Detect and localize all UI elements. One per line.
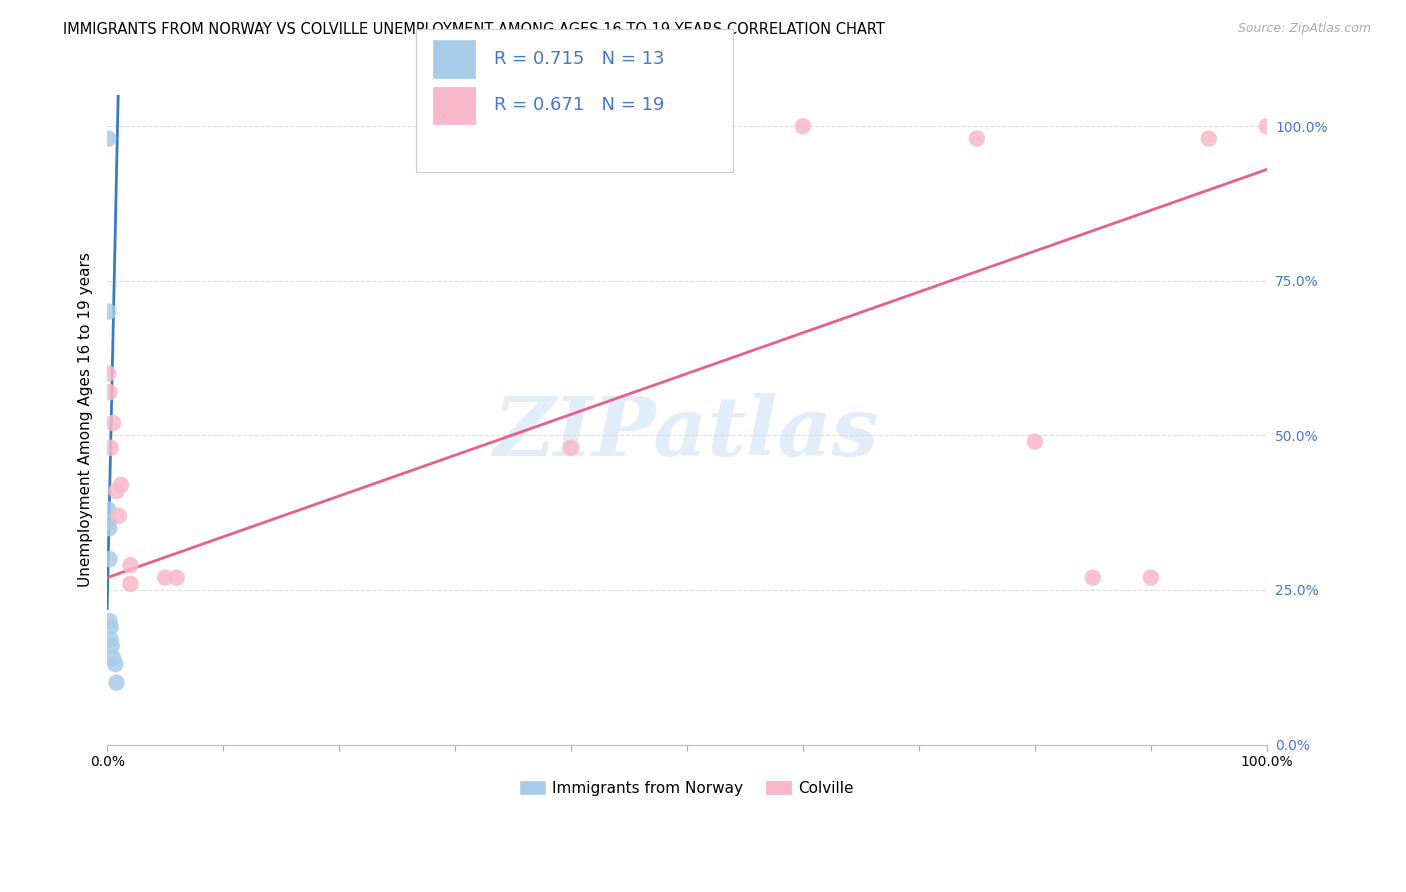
Point — [110, 478, 132, 492]
Text: Source: ZipAtlas.com: Source: ZipAtlas.com — [1237, 22, 1371, 36]
Point — [97, 131, 120, 145]
Point — [101, 651, 124, 665]
Point — [97, 502, 120, 516]
Point — [98, 521, 121, 535]
Point — [97, 515, 120, 529]
Point — [120, 576, 142, 591]
Point — [966, 131, 988, 145]
Point — [98, 614, 121, 628]
Legend: Immigrants from Norway, Colville: Immigrants from Norway, Colville — [515, 774, 860, 802]
Text: ZIPatlas: ZIPatlas — [495, 392, 880, 473]
Point — [1198, 131, 1220, 145]
Point — [1256, 119, 1278, 133]
Y-axis label: Unemployment Among Ages 16 to 19 years: Unemployment Among Ages 16 to 19 years — [79, 252, 93, 587]
Point — [101, 416, 124, 430]
Point — [1024, 434, 1046, 449]
Point — [166, 571, 188, 585]
Text: R = 0.715   N = 13: R = 0.715 N = 13 — [494, 50, 664, 68]
Point — [105, 484, 128, 499]
Point — [101, 639, 124, 653]
Point — [153, 571, 176, 585]
Point — [100, 632, 122, 647]
Point — [1139, 571, 1161, 585]
Point — [98, 552, 121, 566]
Point — [104, 657, 127, 672]
Point — [100, 441, 122, 455]
Text: R = 0.671   N = 19: R = 0.671 N = 19 — [494, 96, 664, 114]
Point — [98, 385, 121, 400]
Point — [1081, 571, 1104, 585]
Point — [100, 620, 122, 634]
Point — [97, 304, 120, 318]
Point — [792, 119, 814, 133]
Point — [105, 675, 128, 690]
Point — [97, 367, 120, 381]
Point — [107, 508, 129, 523]
Point — [120, 558, 142, 573]
Text: IMMIGRANTS FROM NORWAY VS COLVILLE UNEMPLOYMENT AMONG AGES 16 TO 19 YEARS CORREL: IMMIGRANTS FROM NORWAY VS COLVILLE UNEMP… — [63, 22, 886, 37]
Point — [560, 441, 582, 455]
